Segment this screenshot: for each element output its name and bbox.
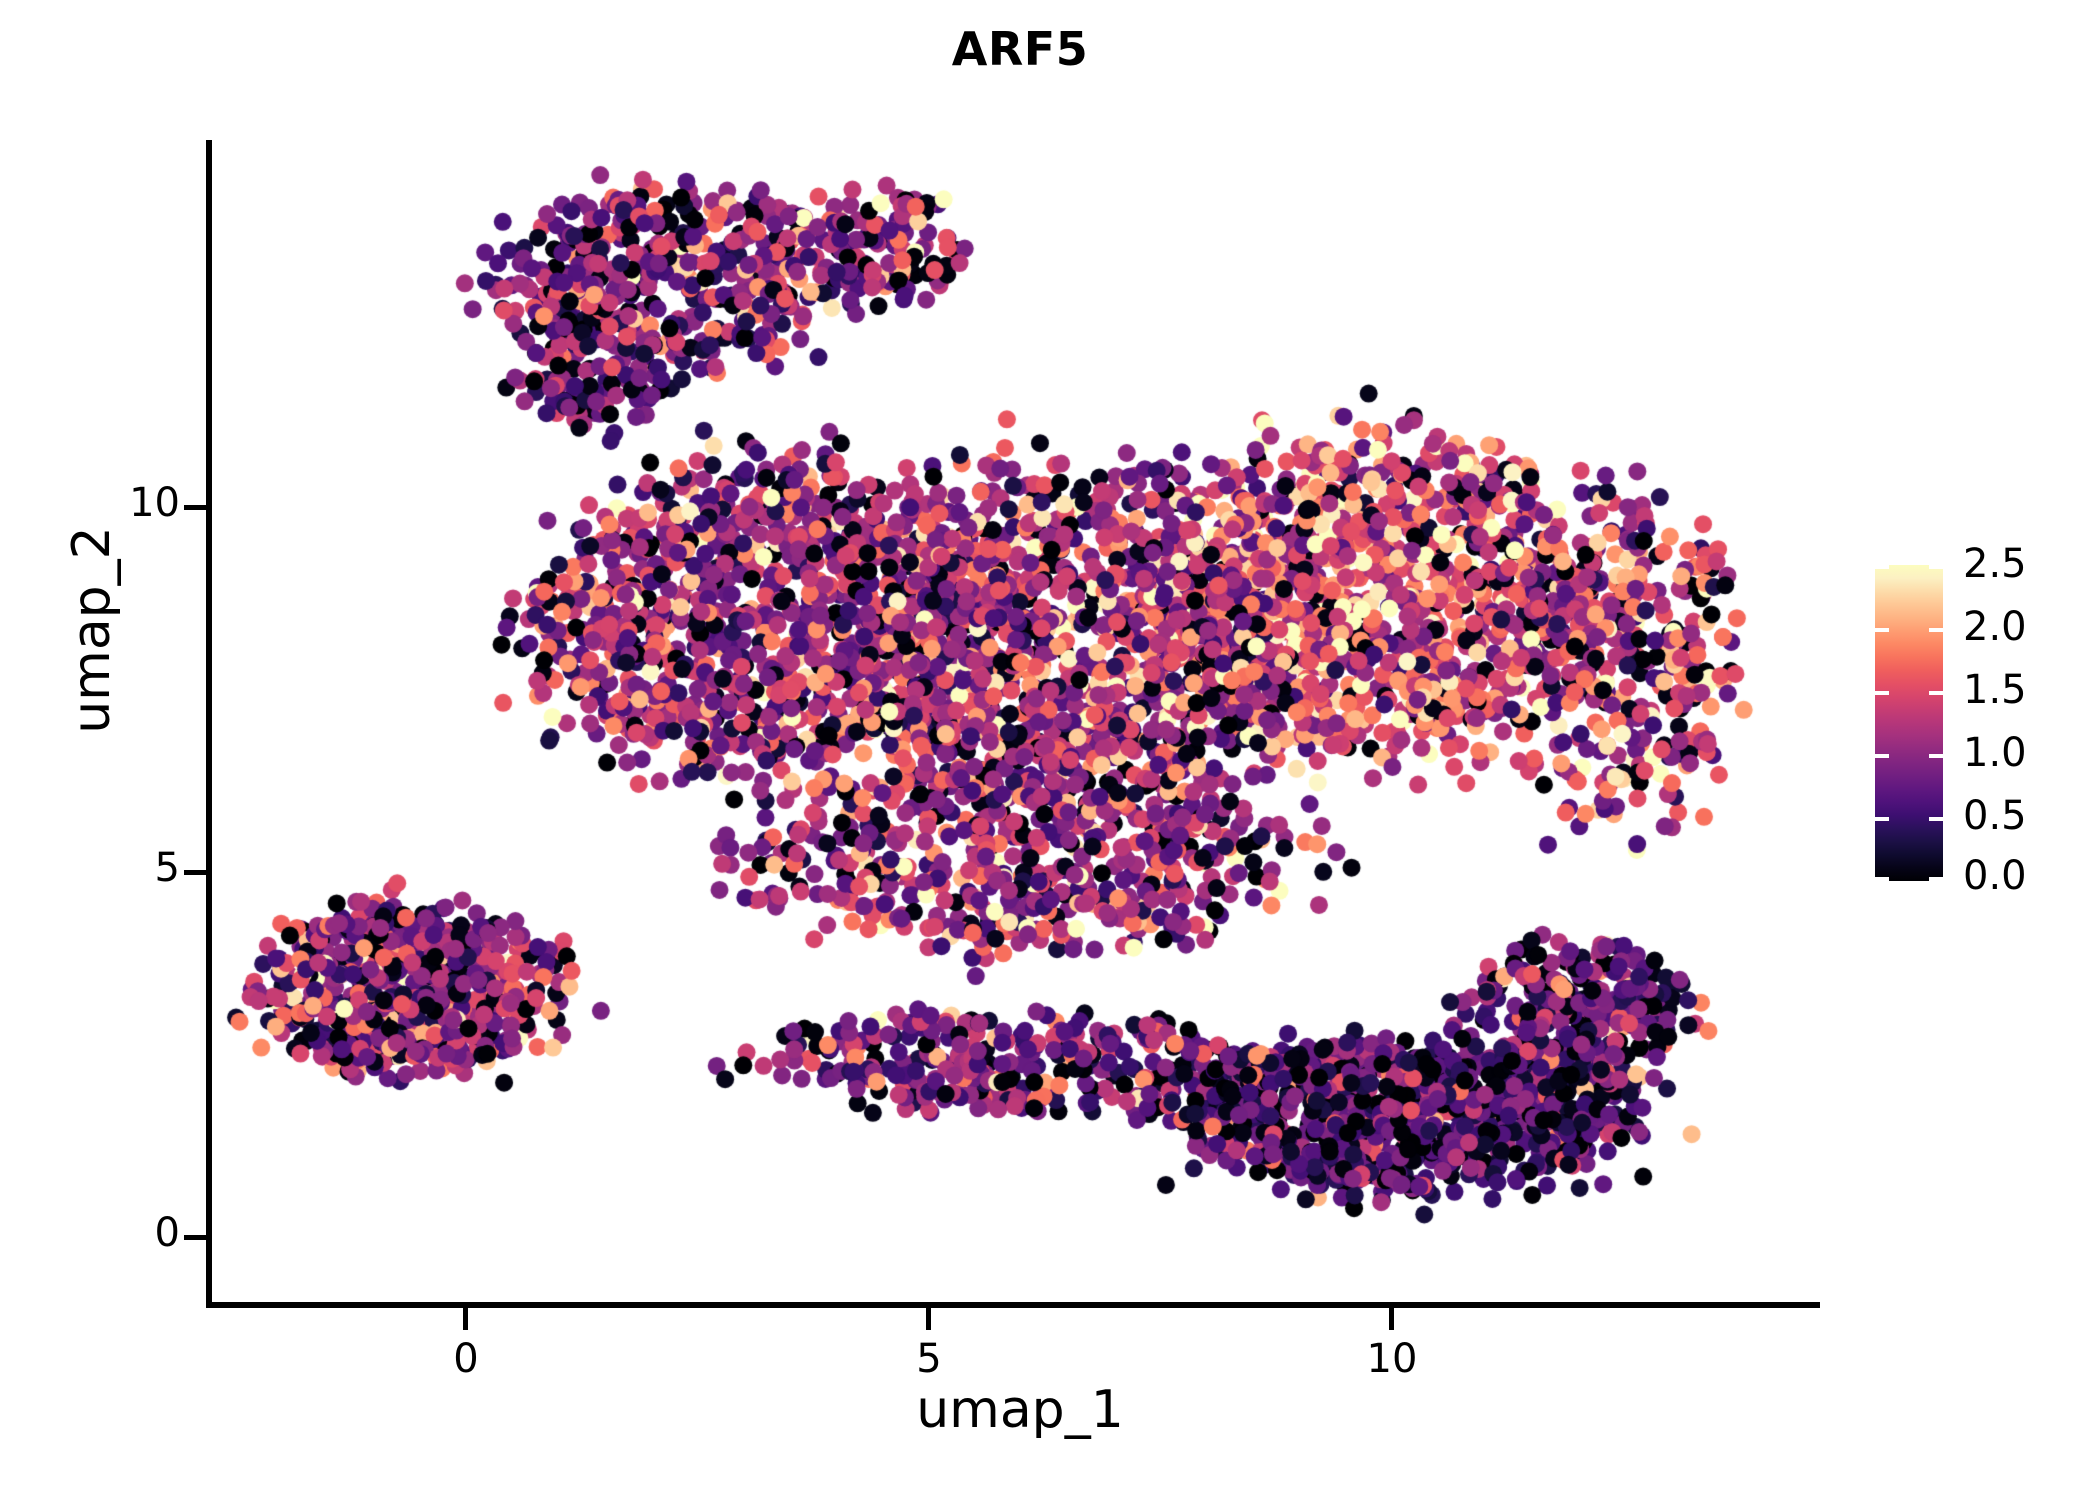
colorbar-tick-1.0-left — [1875, 754, 1889, 758]
x-tick-label-0: 0 — [453, 1336, 479, 1382]
y-tick-mark-5 — [184, 870, 206, 875]
x-tick-mark-5 — [926, 1308, 931, 1330]
colorbar-label-1.5: 1.5 — [1963, 667, 2027, 713]
colorbar-gradient — [1875, 565, 1943, 881]
colorbar-tick-0.5-right — [1929, 817, 1943, 821]
colorbar-label-2.0: 2.0 — [1963, 604, 2027, 650]
y-tick-label-5: 5 — [154, 845, 180, 891]
y-axis-spine — [206, 140, 212, 1308]
colorbar-tick-0.0-right — [1929, 877, 1943, 881]
colorbar: 2.5 2.0 1.5 1.0 0.5 0.0 — [1875, 541, 2027, 899]
x-tick-mark-10 — [1389, 1308, 1394, 1330]
x-tick-label-5: 5 — [916, 1336, 942, 1382]
colorbar-tick-1.0-right — [1929, 754, 1943, 758]
scatter-plot-area — [212, 140, 1820, 1302]
x-tick-label-10: 10 — [1366, 1336, 1418, 1382]
y-tick-label-10: 10 — [129, 480, 180, 526]
x-axis-spine — [206, 1302, 1820, 1308]
colorbar-tick-1.5-left — [1875, 691, 1889, 695]
colorbar-tick-2.0-left — [1875, 628, 1889, 632]
colorbar-tick-2.0-right — [1929, 628, 1943, 632]
y-tick-mark-0 — [184, 1235, 206, 1240]
colorbar-tick-1.5-right — [1929, 691, 1943, 695]
colorbar-tick-2.5-left — [1875, 565, 1889, 569]
x-tick-mark-0 — [463, 1308, 468, 1330]
colorbar-label-0.5: 0.5 — [1963, 793, 2027, 839]
y-axis-title: umap_2 — [62, 526, 122, 734]
colorbar-label-0.0: 0.0 — [1963, 853, 2027, 899]
scatter-points-canvas — [212, 140, 1820, 1302]
colorbar-tick-0.5-left — [1875, 817, 1889, 821]
colorbar-label-1.0: 1.0 — [1963, 730, 2027, 776]
colorbar-tick-2.5-right — [1929, 565, 1943, 569]
colorbar-tick-0.0-left — [1875, 877, 1889, 881]
y-tick-mark-10 — [184, 505, 206, 510]
x-axis-title: umap_1 — [916, 1380, 1124, 1440]
page-title: ARF5 — [951, 22, 1089, 76]
colorbar-label-2.5: 2.5 — [1963, 541, 2027, 587]
y-tick-label-0: 0 — [154, 1210, 180, 1256]
